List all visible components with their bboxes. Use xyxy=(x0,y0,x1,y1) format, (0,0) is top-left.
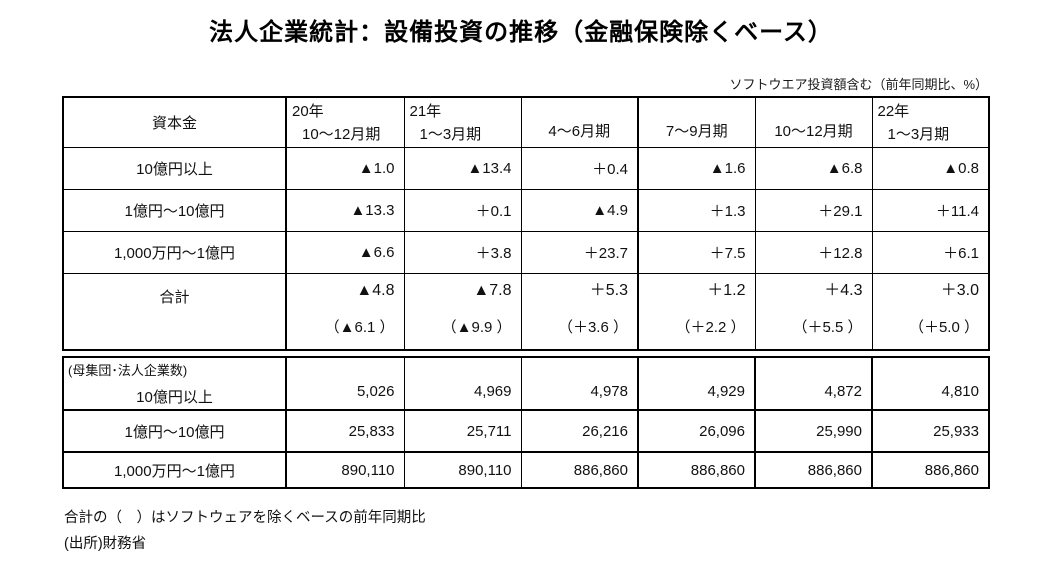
growth-total-cell: ＋3.0 （＋5.0 ） xyxy=(871,272,990,351)
growth-value: ＋0.1 xyxy=(403,188,522,232)
population-value: 5,026 xyxy=(285,356,405,411)
growth-row-large-cap: 10億円以上 ▲1.0 ▲13.4 ＋0.4 ▲1.6 ▲6.8 ▲0.8 xyxy=(62,146,990,190)
column-header-21q4: 10～12月期 xyxy=(754,96,873,148)
growth-total-cell: ▲4.8 （▲6.1 ） xyxy=(285,272,405,351)
population-value: 886,860 xyxy=(754,451,873,489)
column-header-22q1: 22年 1～3月期 xyxy=(871,96,990,148)
population-value: 890,110 xyxy=(403,451,522,489)
growth-total-cell: ▲7.8 （▲9.9 ） xyxy=(403,272,522,351)
growth-value: ＋12.8 xyxy=(754,230,873,274)
population-label-cell: (母集団･法人企業数) 10億円以上 xyxy=(62,356,287,411)
header-quarter-label: 10～12月期 xyxy=(302,126,381,143)
row-label: 1億円～10億円 xyxy=(62,188,287,232)
population-table: (母集団･法人企業数) 10億円以上 5,026 4,969 4,978 4,9… xyxy=(62,356,990,489)
growth-total-cell: ＋1.2 （＋2.2 ） xyxy=(637,272,756,351)
growth-value: ▲7.8 xyxy=(473,281,512,299)
population-value: 26,096 xyxy=(637,409,756,453)
population-value: 886,860 xyxy=(520,451,639,489)
population-value: 25,833 xyxy=(285,409,405,453)
growth-value: ▲13.4 xyxy=(403,146,522,190)
header-year-label: 21年 xyxy=(409,103,442,120)
population-value: 4,978 xyxy=(520,356,639,411)
growth-value: ＋7.5 xyxy=(637,230,756,274)
population-row-large-cap: (母集団･法人企業数) 10億円以上 5,026 4,969 4,978 4,9… xyxy=(62,356,990,411)
column-header-21q1: 21年 1～3月期 xyxy=(403,96,522,148)
growth-value: ▲6.6 xyxy=(285,230,405,274)
growth-value: ＋3.8 xyxy=(403,230,522,274)
footnote-source: (出所)財務省 xyxy=(64,536,147,552)
growth-value: ▲1.0 xyxy=(285,146,405,190)
growth-row-total: 合計 ▲4.8 （▲6.1 ） ▲7.8 （▲9.9 ） ＋5.3 （＋3.6 … xyxy=(62,272,990,351)
growth-value: ＋4.3 xyxy=(824,281,863,299)
growth-value: ＋1.3 xyxy=(637,188,756,232)
growth-value: ▲4.8 xyxy=(356,281,395,299)
row-label: 1億円～10億円 xyxy=(62,409,287,453)
column-header-capital: 資本金 xyxy=(62,96,287,148)
growth-row-small-cap: 1,000万円～1億円 ▲6.6 ＋3.8 ＋23.7 ＋7.5 ＋12.8 ＋… xyxy=(62,230,990,274)
growth-value: ＋1.2 xyxy=(707,281,746,299)
page-title: 法人企業統計：設備投資の推移（金融保険除くベース） xyxy=(209,19,833,46)
footnotes: 合計の（ ）はソフトウェアを除くベースの前年同期比 (出所)財務省 xyxy=(64,505,1042,557)
growth-value: ＋29.1 xyxy=(754,188,873,232)
row-label: 合計 xyxy=(62,272,287,351)
header-quarter-label: 10～12月期 xyxy=(774,122,853,140)
population-value: 886,860 xyxy=(871,451,990,489)
growth-value: ▲13.3 xyxy=(285,188,405,232)
header-year-label: 20年 xyxy=(292,103,324,120)
growth-value: ＋5.3 xyxy=(589,281,628,299)
population-value: 886,860 xyxy=(637,451,756,489)
growth-value: ＋11.4 xyxy=(871,188,990,232)
population-row-small-cap: 1,000万円～1億円 890,110 890,110 886,860 886,… xyxy=(62,451,990,489)
column-header-20q4: 20年 10～12月期 xyxy=(285,96,405,148)
population-value: 4,872 xyxy=(754,356,873,411)
growth-value: ＋3.0 xyxy=(940,281,979,299)
growth-value: ▲6.8 xyxy=(754,146,873,190)
growth-subvalue: （＋5.0 ） xyxy=(908,318,979,336)
footnote-parentheses-note: 合計の（ ）はソフトウェアを除くベースの前年同期比 xyxy=(64,510,426,526)
row-label: 10億円以上 xyxy=(136,389,213,406)
row-label: 1,000万円～1億円 xyxy=(62,451,287,489)
growth-value: ＋0.4 xyxy=(520,146,639,190)
growth-subvalue: （▲6.1 ） xyxy=(324,318,395,336)
growth-value: ▲0.8 xyxy=(871,146,990,190)
growth-value: ＋23.7 xyxy=(520,230,639,274)
column-header-21q3: 7～9月期 xyxy=(637,96,756,148)
unit-note: ソフトウエア投資額含む（前年同期比、%） xyxy=(729,77,988,92)
growth-subvalue: （＋3.6 ） xyxy=(557,318,628,336)
population-value: 4,929 xyxy=(637,356,756,411)
population-value: 4,810 xyxy=(871,356,990,411)
population-row-mid-cap: 1億円～10億円 25,833 25,711 26,216 26,096 25,… xyxy=(62,409,990,453)
header-row: 資本金 20年 10～12月期 21年 1～3月期 4～6月期 7～9月期 10… xyxy=(62,96,990,148)
growth-value: ＋6.1 xyxy=(871,230,990,274)
growth-value: ▲1.6 xyxy=(637,146,756,190)
growth-subvalue: （＋2.2 ） xyxy=(675,318,746,336)
population-value: 890,110 xyxy=(285,451,405,489)
population-value: 25,933 xyxy=(871,409,990,453)
growth-value: ▲4.9 xyxy=(520,188,639,232)
header-quarter-label: 4～6月期 xyxy=(548,122,611,140)
row-label: 1,000万円～1億円 xyxy=(62,230,287,274)
header-quarter-label: 1～3月期 xyxy=(419,126,482,143)
growth-subvalue: （▲9.9 ） xyxy=(441,318,512,336)
header-year-label: 22年 xyxy=(877,103,910,120)
header-quarter-label: 7～9月期 xyxy=(665,122,728,140)
population-value: 4,969 xyxy=(403,356,522,411)
growth-subvalue: （＋5.5 ） xyxy=(792,318,863,336)
population-value: 25,711 xyxy=(403,409,522,453)
growth-rate-table: 資本金 20年 10～12月期 21年 1～3月期 4～6月期 7～9月期 10… xyxy=(62,96,990,351)
growth-total-cell: ＋5.3 （＋3.6 ） xyxy=(520,272,639,351)
table-area: ソフトウエア投資額含む（前年同期比、%） 資本金 20年 10～12月期 21年… xyxy=(62,74,990,489)
growth-row-mid-cap: 1億円～10億円 ▲13.3 ＋0.1 ▲4.9 ＋1.3 ＋29.1 ＋11.… xyxy=(62,188,990,232)
population-value: 25,990 xyxy=(754,409,873,453)
column-header-21q2: 4～6月期 xyxy=(520,96,639,148)
header-quarter-label: 1～3月期 xyxy=(887,126,950,143)
population-value: 26,216 xyxy=(520,409,639,453)
population-note: (母集団･法人企業数) xyxy=(68,363,188,378)
growth-total-cell: ＋4.3 （＋5.5 ） xyxy=(754,272,873,351)
row-label: 10億円以上 xyxy=(62,146,287,190)
